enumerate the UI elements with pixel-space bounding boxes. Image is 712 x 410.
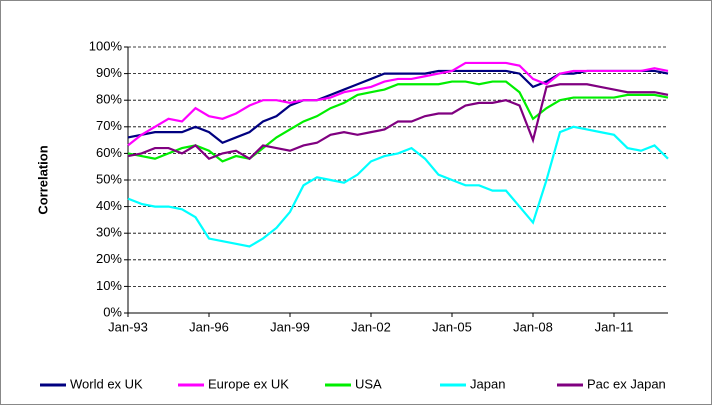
- x-tick-label: Jan-05: [432, 319, 472, 334]
- y-tick-label: 70%: [96, 118, 122, 133]
- y-tick-label: 80%: [96, 92, 122, 107]
- x-tick-label: Jan-11: [595, 319, 634, 334]
- series-line: [127, 83, 669, 161]
- series-line: [127, 61, 669, 147]
- series-line: [127, 125, 669, 248]
- legend-label: Europe ex UK: [208, 376, 289, 391]
- legend-label: Pac ex Japan: [587, 376, 666, 391]
- y-tick-label: 20%: [96, 251, 122, 266]
- y-tick-label: 100%: [89, 38, 123, 53]
- legend-label: World ex UK: [70, 376, 143, 391]
- x-tick-label: Jan-08: [513, 319, 553, 334]
- y-tick-label: 10%: [96, 278, 122, 293]
- y-tick-label: 50%: [96, 171, 122, 186]
- y-tick-label: 0%: [103, 304, 122, 319]
- y-tick-label: 60%: [96, 145, 122, 160]
- y-tick-label: 90%: [96, 65, 122, 80]
- legend-label: USA: [355, 376, 382, 391]
- y-tick-label: 30%: [96, 225, 122, 240]
- x-tick-label: Jan-02: [351, 319, 391, 334]
- y-axis-label: Correlation: [35, 145, 50, 214]
- series-line: [127, 69, 669, 145]
- x-tick-label: Jan-93: [108, 319, 148, 334]
- x-tick-label: Jan-96: [189, 319, 229, 334]
- x-tick-label: Jan-99: [270, 319, 310, 334]
- y-tick-label: 40%: [96, 198, 122, 213]
- series-line: [127, 80, 669, 163]
- legend-label: Japan: [470, 376, 505, 391]
